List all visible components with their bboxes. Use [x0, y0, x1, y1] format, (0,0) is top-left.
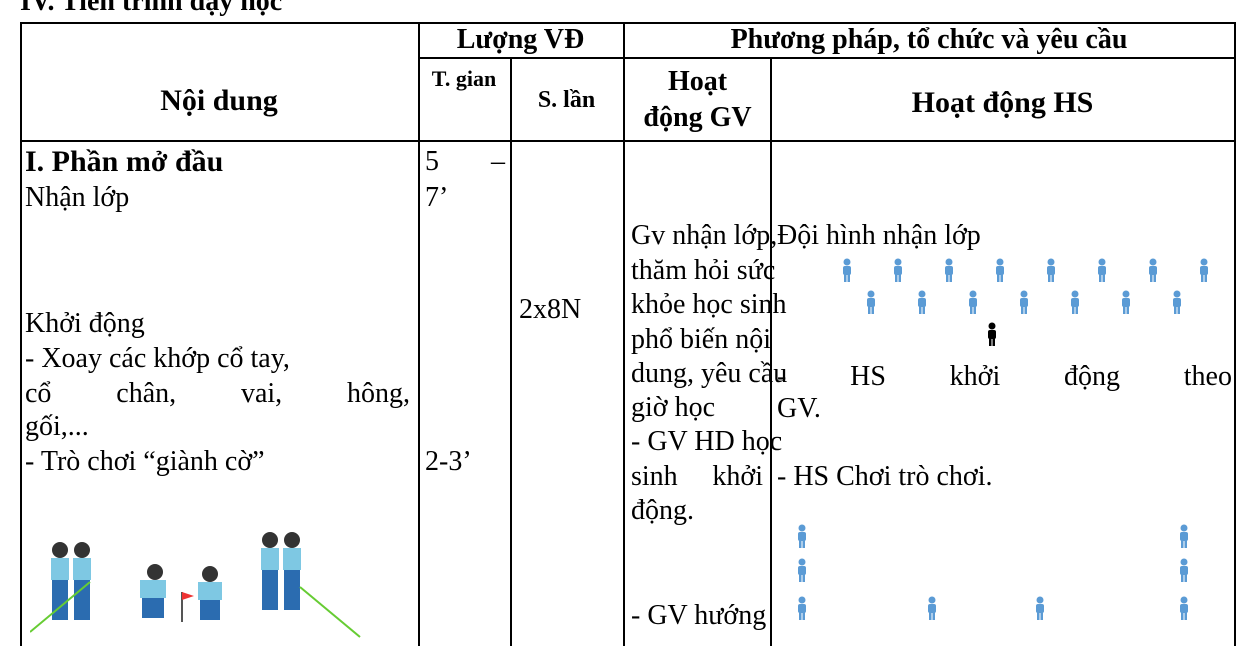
table-border [20, 22, 22, 646]
person-icon [1098, 258, 1106, 282]
cell-line: dung, yêu cầu [631, 358, 788, 389]
cell-line: Đội hình nhận lớp [777, 220, 981, 251]
cell-line: thăm hỏi sức [631, 255, 776, 286]
table-border [20, 140, 418, 142]
person-icon [928, 596, 936, 620]
person-icon [996, 258, 1004, 282]
table-border [770, 57, 772, 646]
person-icon [945, 258, 953, 282]
cell-line: - GV hướng [631, 600, 767, 631]
cell-line: khỏe học sinh [631, 289, 787, 320]
person-icon [1020, 290, 1028, 314]
person-icon [1200, 258, 1208, 282]
cell-line: gối,... [25, 411, 89, 442]
cell-line: - Xoay các khớp cổ tay, [25, 343, 290, 374]
person-icon [798, 524, 806, 548]
cell-line: sinh khởi [631, 461, 763, 492]
cell-line: 7’ [425, 182, 449, 213]
table-border [20, 22, 1235, 24]
table-border [418, 140, 1235, 142]
heading: IV. Tiến trình dạy học [20, 0, 283, 17]
cell-line: Gv nhận lớp, [631, 220, 778, 251]
person-icon [1173, 290, 1181, 314]
cell-line: GV. [777, 393, 821, 424]
table-border [510, 57, 512, 646]
illustration [30, 532, 361, 638]
person-icon [798, 596, 806, 620]
person-icon [798, 558, 806, 582]
table-border [623, 22, 625, 646]
header-cell: Phương pháp, tổ chức và yêu cầu [730, 24, 1128, 55]
person-icon [843, 258, 851, 282]
cell-line: 2-3’ [425, 446, 472, 477]
cell-line: I. Phần mở đầu [25, 145, 224, 178]
person-icon [1047, 258, 1055, 282]
cell-line: giờ học [631, 392, 716, 423]
person-icon [1180, 524, 1188, 548]
cell-line: 2x8N [519, 294, 582, 325]
person-icon [1180, 558, 1188, 582]
cell-line: động. [631, 495, 694, 526]
person-icon [969, 290, 977, 314]
person-icon [867, 290, 875, 314]
cell-line: - GV HD học [631, 426, 783, 457]
cell-line: - HS khởi động theo [777, 361, 1232, 392]
header-cell: Nội dung [160, 84, 278, 117]
person-icon [1180, 596, 1188, 620]
table-border [1234, 22, 1236, 646]
header-cell: Hoạt động GV [643, 66, 752, 133]
cell-line: Nhận lớp [25, 182, 130, 213]
person-icon [988, 322, 996, 346]
table-border [418, 22, 420, 646]
header-cell: T. gian [431, 66, 497, 91]
person-icon [1122, 290, 1130, 314]
header-cell: S. lần [537, 87, 596, 113]
person-icon [1071, 290, 1079, 314]
cell-line: cổ chân, vai, hông, [25, 378, 410, 409]
table-border [418, 57, 1235, 59]
cell-line: - HS Chơi trò chơi. [777, 461, 993, 492]
cell-line: phổ biến nội [631, 324, 771, 355]
person-icon [1036, 596, 1044, 620]
header-cell: Lượng VĐ [456, 24, 585, 55]
cell-line: - Trò chơi “giành cờ” [25, 446, 265, 477]
person-icon [1149, 258, 1157, 282]
person-icon [894, 258, 902, 282]
person-icon [918, 290, 926, 314]
cell-line: Khởi động [25, 308, 145, 339]
cell-line: 5 – [425, 146, 505, 177]
header-cell: Hoạt động HS [911, 86, 1094, 119]
